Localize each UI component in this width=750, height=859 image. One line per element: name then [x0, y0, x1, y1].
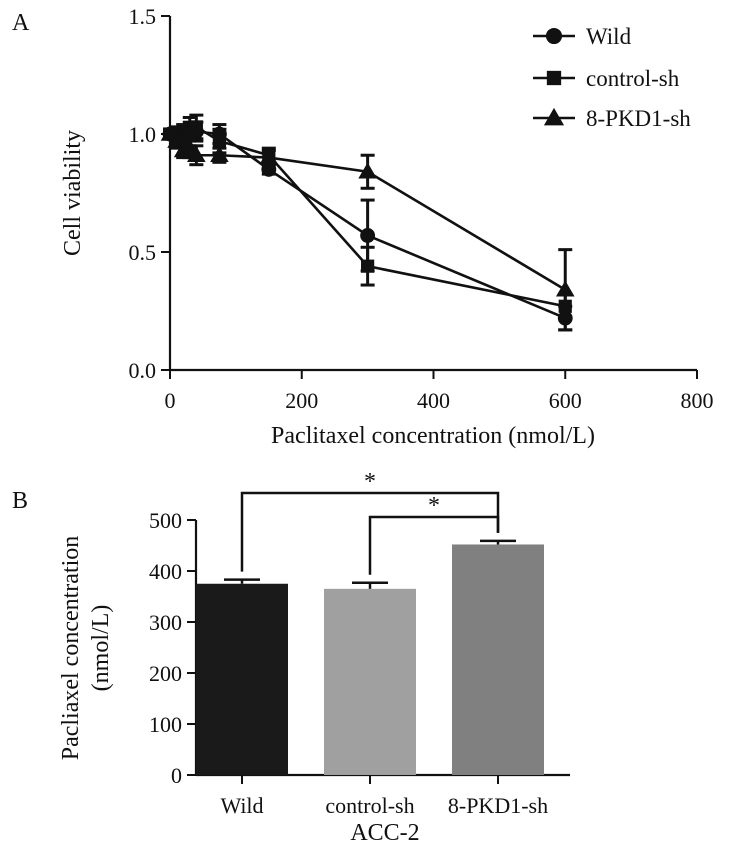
- panel-a-y-axis-title: Cell viability: [60, 130, 86, 256]
- point-control-sh: [189, 120, 203, 134]
- bar-group-control-sh: control-sh: [324, 581, 416, 818]
- panel-b-y-axis-title-line-1: Pacliaxel concentration: [58, 536, 84, 761]
- panel-a-y-tick-label: 0.0: [129, 358, 157, 383]
- significance-bracket: *: [240, 469, 500, 572]
- panel-b-y-tick-label: 300: [149, 610, 182, 635]
- point-8-pkd1-sh: [358, 162, 377, 179]
- legend-item-8-pkd1-sh: 8-PKD1-sh: [533, 106, 691, 131]
- panel-a-y-tick-label: 1.0: [129, 122, 157, 147]
- panel-b-y-tick-label: 0: [171, 763, 182, 788]
- bar-label-control-sh: control-sh: [325, 793, 414, 818]
- panel-a-label: A: [12, 10, 30, 36]
- panel-b-y-tick-label: 200: [149, 661, 182, 686]
- panel-b-y-axis-title: Pacliaxel concentration (nmol/L): [58, 536, 114, 761]
- legend-item-control-sh: control-sh: [533, 66, 680, 91]
- bar-8-pkd1-sh: [452, 544, 544, 775]
- significance-star: *: [364, 469, 376, 495]
- significance-bracket: *: [368, 493, 500, 575]
- series-8-pkd1-sh: [160, 124, 575, 332]
- panel-b-bar-chart: B 0 100 200 300 400 500 Wild control-sh 8-PKD1-…: [12, 469, 570, 846]
- legend-item-wild: Wild: [533, 24, 632, 49]
- panel-a-x-axis-title: Paclitaxel concentration (nmol/L): [271, 423, 595, 449]
- panel-a-y-tick-label: 0.5: [129, 240, 157, 265]
- point-8-pkd1-sh: [555, 280, 575, 297]
- legend-label-8-pkd1-sh: 8-PKD1-sh: [586, 106, 691, 131]
- significance-line: [240, 491, 500, 572]
- point-8-pkd1-sh: [259, 148, 279, 165]
- legend-label-control-sh: control-sh: [586, 66, 680, 91]
- legend-marker-8-pkd1-sh: [543, 107, 565, 126]
- legend-marker-wild: [545, 27, 563, 45]
- panel-a-x-tick-label: 600: [549, 388, 582, 413]
- panel-a-x-tick-label: 400: [417, 388, 450, 413]
- bar-wild: [196, 583, 288, 775]
- panel-b-x-axis-title: ACC-2: [350, 820, 419, 846]
- point-8-pkd1-sh: [210, 145, 229, 162]
- panel-a-x-tick-label: 800: [681, 388, 714, 413]
- bar-label-8-pkd1-sh: 8-PKD1-sh: [448, 793, 548, 818]
- bar-control-sh: [324, 588, 416, 775]
- point-control-sh: [212, 134, 227, 148]
- panel-b-y-tick-label: 500: [149, 508, 182, 533]
- panel-a-line-chart: A 0 200 400 600 800 0.0 0.5 1.0 1.5 Wild control-…: [12, 4, 714, 449]
- bar-label-wild: Wild: [220, 793, 263, 818]
- panel-b-label: B: [12, 488, 28, 514]
- panel-b-y-axis-title-line-2: (nmol/L): [88, 605, 114, 692]
- point-control-sh: [361, 259, 375, 273]
- panel-b-y-tick-label: 100: [149, 712, 182, 737]
- bar-group-8-pkd1-sh: 8-PKD1-sh: [448, 539, 548, 818]
- point-wild: [360, 228, 376, 243]
- legend-marker-control-sh: [546, 70, 562, 86]
- panel-a-x-tick-label: 0: [165, 388, 176, 413]
- panel-a-x-tick-label: 200: [285, 388, 318, 413]
- significance-star: *: [428, 493, 440, 519]
- point-8-pkd1-sh: [187, 145, 206, 162]
- bar-group-wild: Wild: [196, 578, 288, 818]
- significance-line: [368, 515, 500, 575]
- legend-label-wild: Wild: [586, 24, 632, 49]
- panel-a-y-tick-label: 1.5: [129, 4, 157, 29]
- panel-b-y-tick-label: 400: [149, 559, 182, 584]
